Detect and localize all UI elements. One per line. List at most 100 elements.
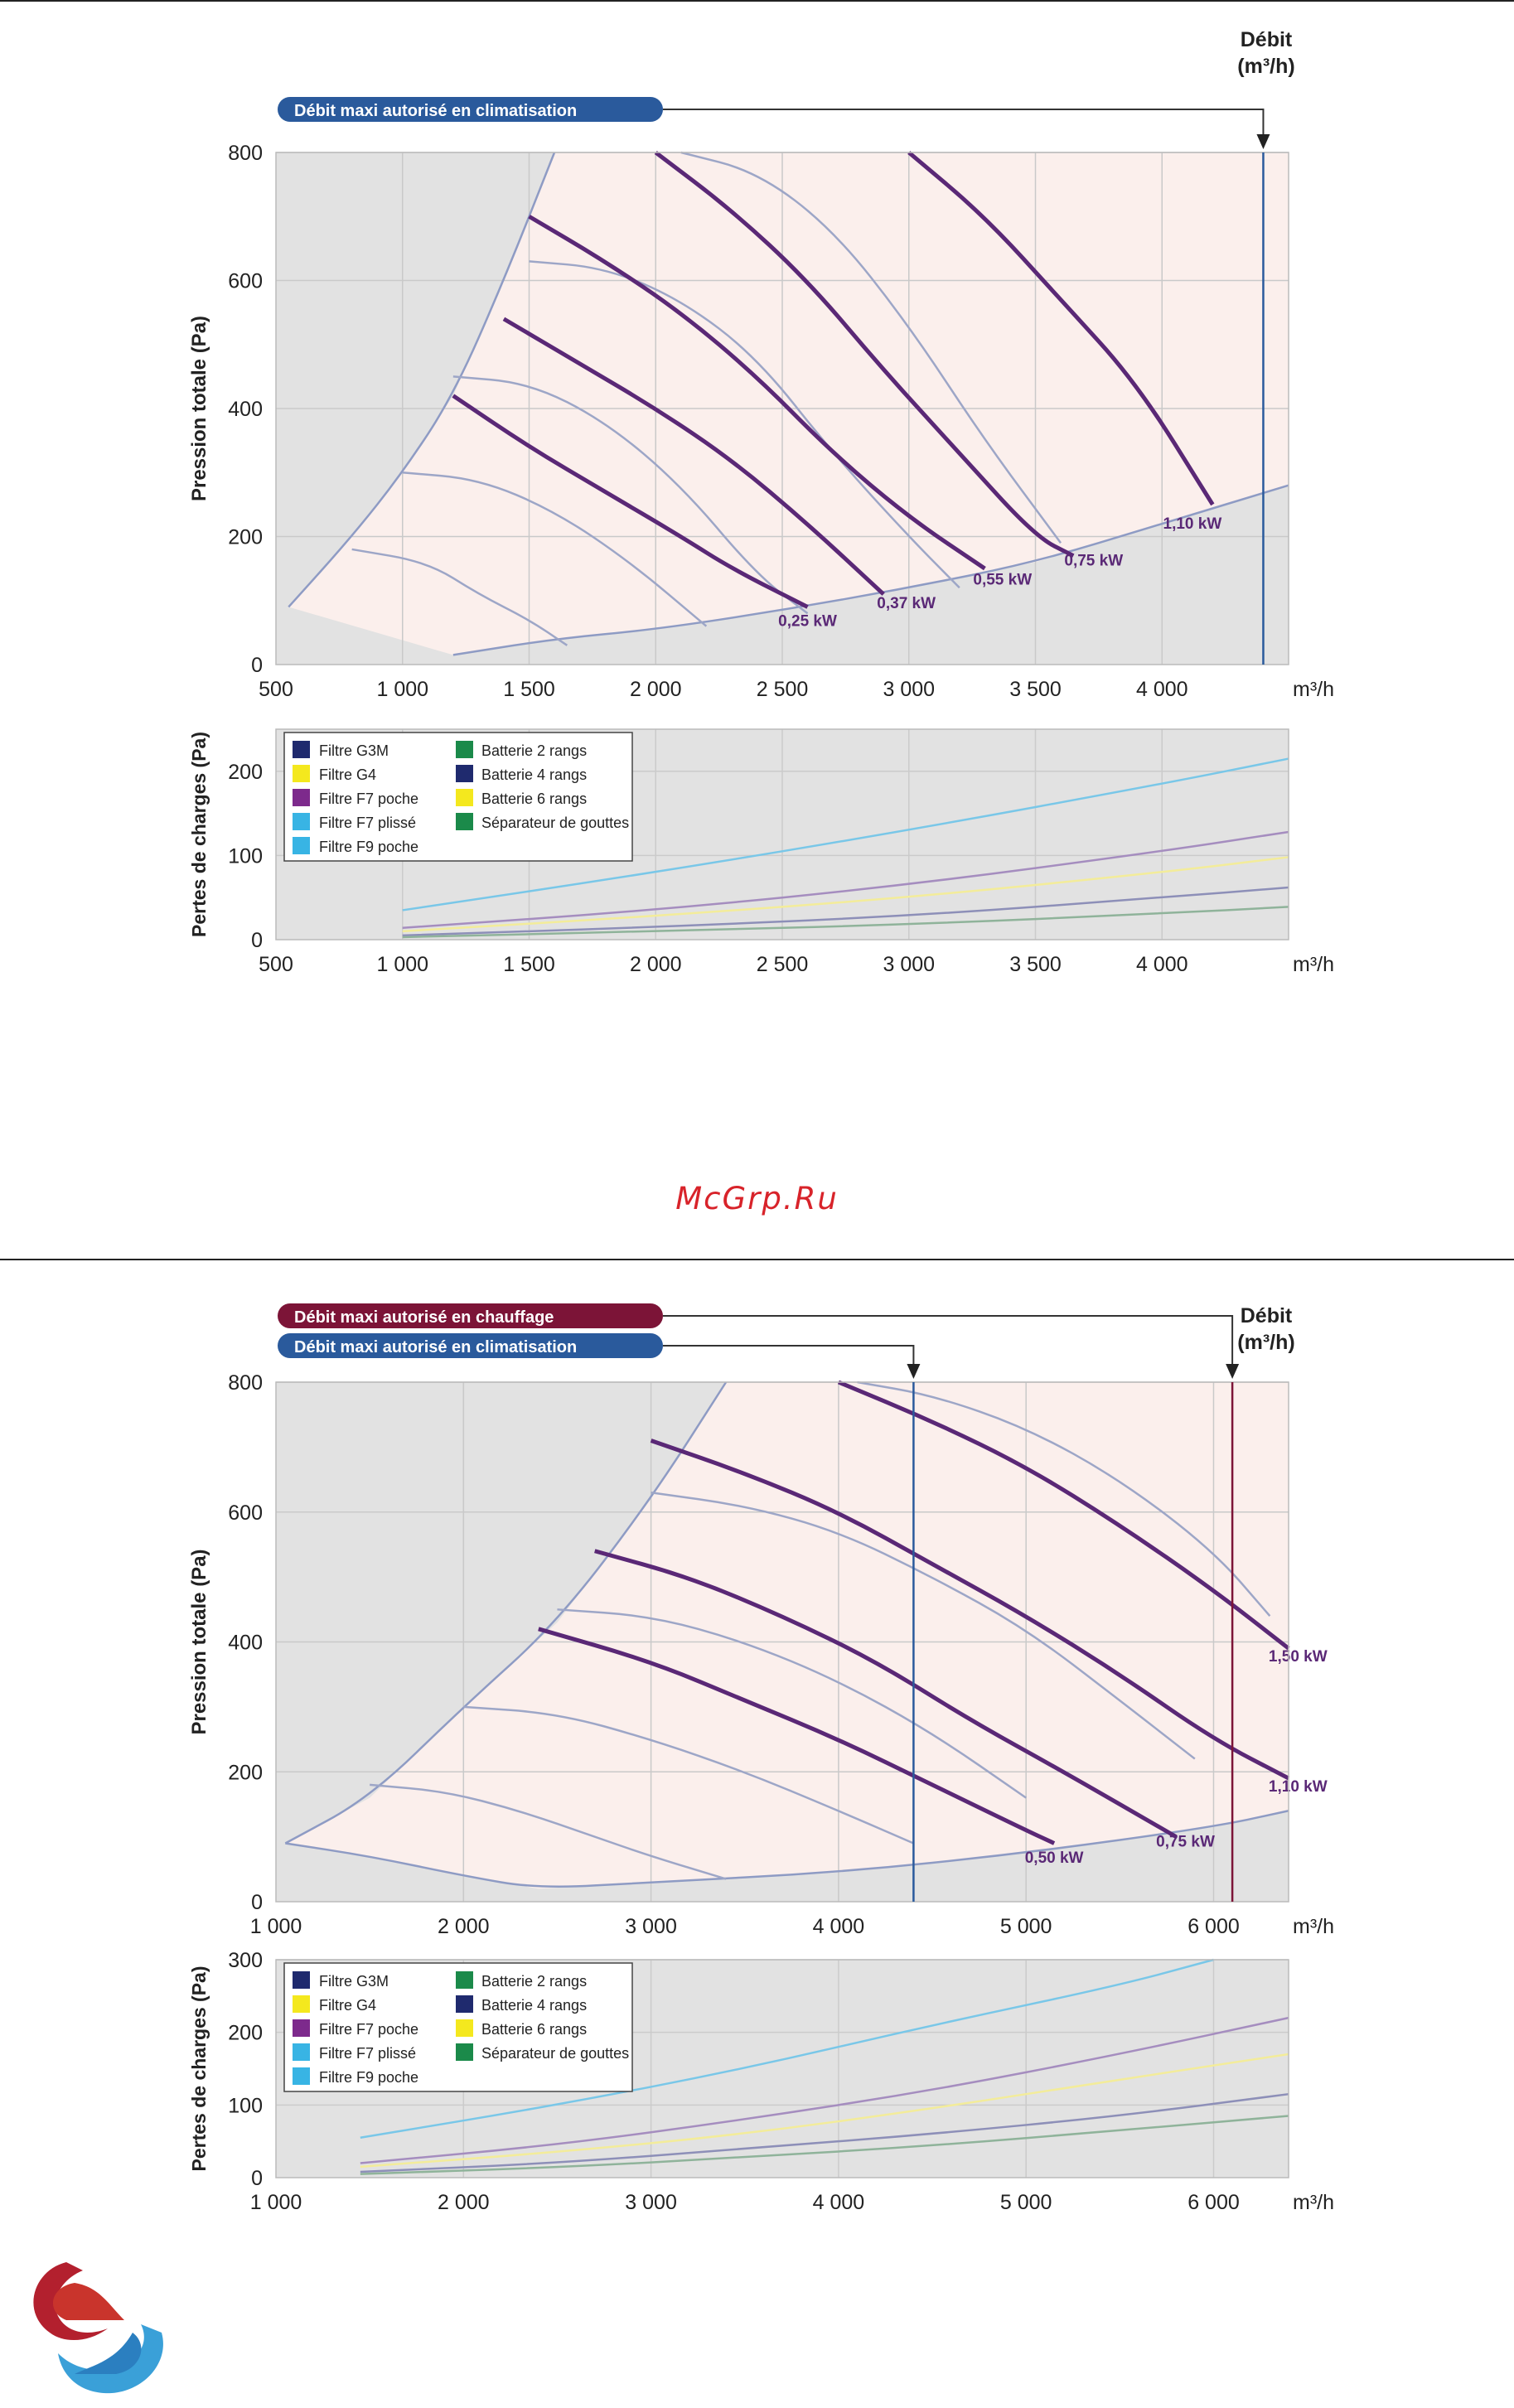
x-tick-label: 2 500 xyxy=(757,953,809,976)
legend-label: Filtre F9 poche xyxy=(319,2069,418,2086)
legend-swatch xyxy=(456,2019,473,2037)
y-tick-label: 100 xyxy=(228,2094,263,2117)
y-tick-label: 400 xyxy=(228,398,263,421)
badge-label: Débit maxi autorisé en chauffage xyxy=(294,1308,554,1327)
x-tick-label: 4 000 xyxy=(1136,953,1188,976)
badge-pill xyxy=(278,1333,663,1358)
middle-rule xyxy=(0,1259,1514,1260)
efficiency-curve xyxy=(452,375,809,615)
legend-swatch xyxy=(293,765,310,782)
y-tick-label: 600 xyxy=(228,1501,263,1525)
badge-leader-line xyxy=(663,109,1265,143)
x-tick-label: 2 000 xyxy=(438,2191,490,2214)
x-tick-label: 4 000 xyxy=(1136,678,1188,701)
legend-swatch xyxy=(456,765,473,782)
fan-curve-chart-2: 1 000 2 000 3 000 4 000 5 000 6 000 0 200 400 600… xyxy=(188,1303,1334,2214)
zone-boundary-left xyxy=(284,1381,728,1845)
loss-series-line xyxy=(360,2053,1289,2169)
legend-swatch xyxy=(456,1995,473,2013)
plot-frame xyxy=(275,1959,1289,2178)
y-tick-label: 200 xyxy=(228,2022,263,2045)
legend-label: Filtre F9 poche xyxy=(319,839,418,855)
power-curve-label: 1,10 kW xyxy=(1269,1778,1328,1796)
y-tick-label: 100 xyxy=(228,844,263,868)
legend-label: Batterie 6 rangs xyxy=(481,791,587,807)
x-tick-label: 1 000 xyxy=(250,1915,302,1938)
x-tick-label: 3 000 xyxy=(883,678,935,701)
legend-label: Séparateur de gouttes xyxy=(481,2045,629,2062)
legend-label: Filtre G4 xyxy=(319,1997,376,2014)
loss-series-line xyxy=(402,856,1289,933)
legend-swatch xyxy=(293,2019,310,2037)
efficiency-curve xyxy=(529,260,960,589)
power-curve xyxy=(538,1627,1056,1845)
power-curve-label: 1,50 kW xyxy=(1269,1648,1328,1666)
power-curve-label: 0,37 kW xyxy=(877,595,936,612)
badge-leader-line xyxy=(663,1315,1234,1372)
y-tick-label: 200 xyxy=(228,1761,263,1784)
power-curve xyxy=(650,1439,1290,1781)
x-tick-label: 5 000 xyxy=(1000,2191,1052,2214)
legend-label: Filtre F7 plissé xyxy=(319,815,416,831)
y-tick-label: 200 xyxy=(228,526,263,549)
loss-series-line xyxy=(402,886,1289,937)
legend-swatch xyxy=(293,2043,310,2061)
power-curve xyxy=(907,151,1215,506)
x-tick-label: 1 000 xyxy=(376,678,428,701)
x-tick-label: 500 xyxy=(259,953,293,976)
loss-series-line xyxy=(402,830,1289,930)
x-tick-label: 6 000 xyxy=(1187,1915,1240,1938)
plot-frame xyxy=(275,728,1289,940)
legend-label: Séparateur de gouttes xyxy=(481,815,629,831)
legend-label: Batterie 4 rangs xyxy=(481,766,587,783)
efficiency-curve xyxy=(402,471,708,627)
down-arrow-icon xyxy=(1256,134,1270,149)
x-tick-label: 500 xyxy=(259,678,293,701)
x-tick-label: 1 000 xyxy=(376,953,428,976)
power-curve-label: 0,55 kW xyxy=(973,571,1032,588)
badge-label: Débit maxi autorisé en climatisation xyxy=(294,102,577,120)
power-curve xyxy=(502,317,885,596)
efficiency-curve xyxy=(370,1783,727,1880)
x-unit-label: m³/h xyxy=(1293,2191,1334,2214)
legend-swatch xyxy=(293,813,310,830)
legend-label: Batterie 4 rangs xyxy=(481,1997,587,2014)
power-curve xyxy=(528,215,986,571)
loss-series-line xyxy=(360,2016,1289,2164)
legend-label: Filtre G3M xyxy=(319,742,389,759)
power-curve-label: 0,50 kW xyxy=(1025,1850,1084,1867)
x-unit-label: m³/h xyxy=(1293,1915,1334,1938)
y-axis-label: Pertes de charges (Pa) xyxy=(188,1966,210,2171)
efficiency-curve xyxy=(857,1380,1271,1617)
badge-pill xyxy=(278,1303,663,1328)
legend-swatch xyxy=(456,2043,473,2061)
loss-series-line xyxy=(360,1958,1214,2140)
legend-swatch xyxy=(456,813,473,830)
y-axis-label: Pression totale (Pa) xyxy=(188,316,210,501)
loss-series-line xyxy=(402,906,1289,939)
y-tick-label: 800 xyxy=(228,142,263,165)
x-tick-label: 6 000 xyxy=(1187,2191,1240,2214)
zone-boundary-bottom xyxy=(285,1810,1289,1888)
legend-swatch xyxy=(293,1995,310,2013)
legend-label: Batterie 6 rangs xyxy=(481,2021,587,2038)
x-tick-label: 1 500 xyxy=(503,678,555,701)
fan-curve-chart-1: 500 1 000 1 500 2 000 2 500 3 000 3 500 4 000 0 2… xyxy=(188,28,1334,976)
x-tick-label: 2 000 xyxy=(438,1915,490,1938)
efficiency-curve xyxy=(651,1491,1196,1760)
legend-swatch xyxy=(456,741,473,758)
y-tick-label: 400 xyxy=(228,1632,263,1655)
y-tick-label: 600 xyxy=(228,270,263,293)
top-rule xyxy=(0,0,1514,2)
legend-label: Batterie 2 rangs xyxy=(481,742,587,759)
power-curve-label: 0,75 kW xyxy=(1064,552,1123,569)
debit-label: Débit xyxy=(1241,1304,1293,1327)
efficiency-curve xyxy=(351,548,568,646)
loss-series-line xyxy=(360,2115,1289,2175)
power-curve xyxy=(654,151,1075,558)
y-tick-label: 0 xyxy=(251,2167,263,2190)
x-tick-label: 1 500 xyxy=(503,953,555,976)
legend-swatch xyxy=(293,741,310,758)
legend-swatch xyxy=(293,1971,310,1989)
efficiency-curve xyxy=(463,1705,914,1845)
